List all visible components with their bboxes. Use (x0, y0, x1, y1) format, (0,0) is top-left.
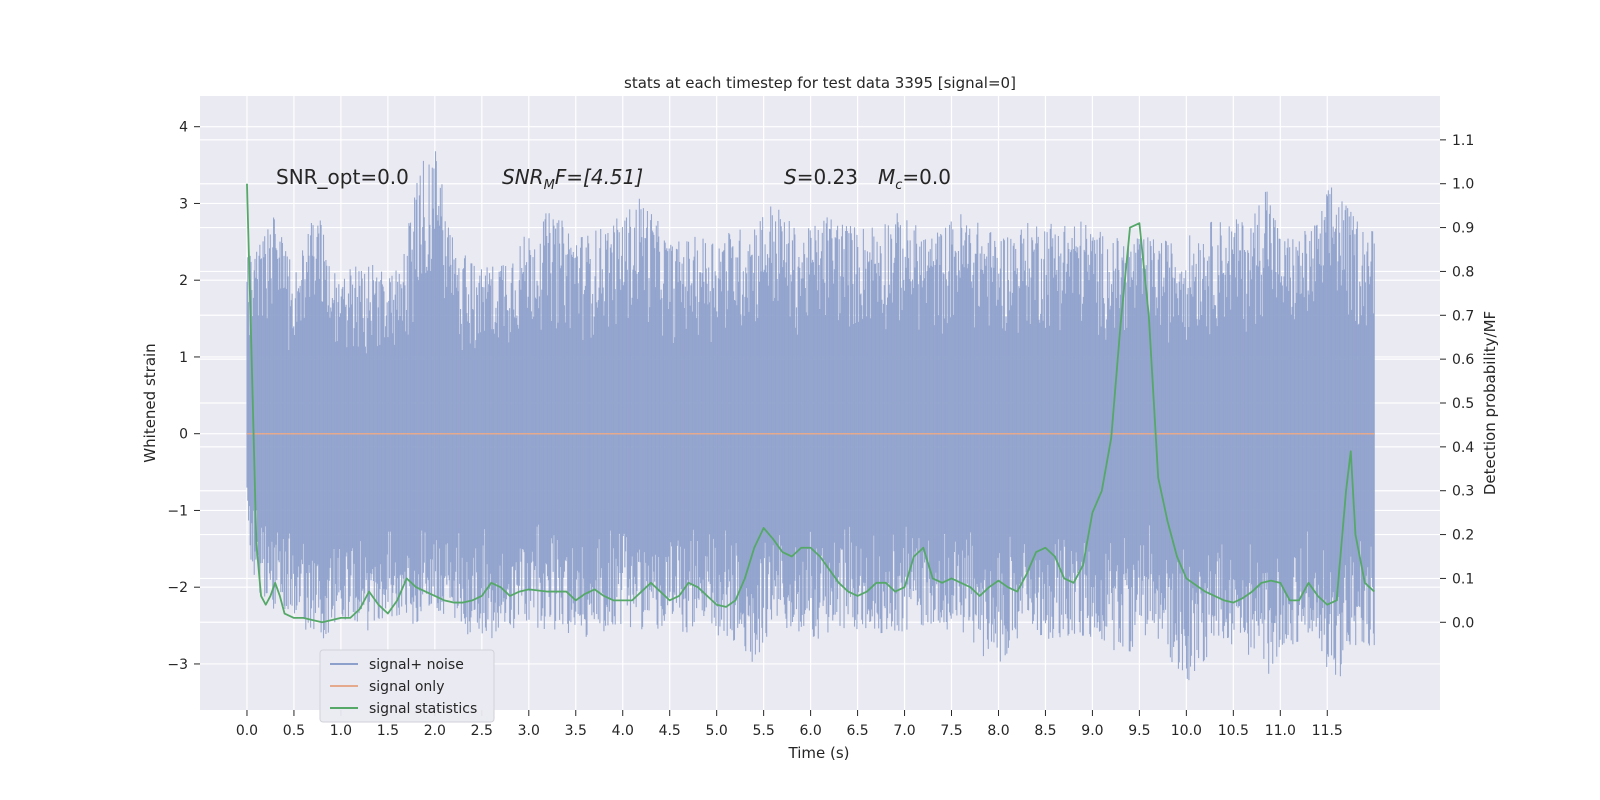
x-tick-label: 11.5 (1312, 723, 1343, 739)
snr-opt-annotation: SNR_opt=0.0 (276, 165, 409, 189)
x-tick-label: 3.0 (518, 723, 540, 739)
y2-tick-label: 0.4 (1452, 440, 1474, 456)
signal-statistics-line (246, 183, 1375, 624)
x-tick-label: 5.5 (753, 723, 775, 739)
y2-tick-label: 0.3 (1452, 484, 1474, 500)
s-value: =0.23 (797, 165, 858, 189)
y2-axis-ticks: 0.0 0.1 0.2 0.3 0.4 0.5 0.6 0.7 0.8 0.9 1.0 1.1 (1440, 133, 1474, 631)
y-tick-label: 2 (179, 273, 188, 289)
y-axis-label: Whitened strain (141, 343, 159, 462)
x-tick-label: 8.0 (987, 723, 1009, 739)
x-tick-label: 6.5 (846, 723, 868, 739)
x-tick-label: 0.0 (236, 723, 258, 739)
x-tick-label: 5.0 (706, 723, 728, 739)
x-tick-label: 9.5 (1128, 723, 1150, 739)
mc-value: =0.0 (902, 165, 951, 189)
y2-tick-label: 0.7 (1452, 308, 1474, 324)
y2-tick-label: 0.5 (1452, 396, 1474, 412)
legend-box (319, 649, 495, 723)
y2-tick-label: 0.8 (1452, 264, 1474, 280)
x-tick-label: 1.0 (330, 723, 352, 739)
y-tick-label: 1 (179, 350, 188, 366)
mc-subscript: c (895, 178, 902, 193)
x-tick-label: 3.5 (565, 723, 587, 739)
legend-label-signal-noise: signal+ noise (369, 657, 464, 673)
x-tick-label: 8.5 (1034, 723, 1056, 739)
snr-mf-base: SNR (502, 165, 544, 189)
x-tick-label: 6.0 (799, 723, 821, 739)
snr-mf-rest: F=[4.51] (555, 165, 643, 189)
y2-tick-label: 0.9 (1452, 221, 1474, 237)
y-axis-ticks: −3 −2 −1 0 1 2 3 4 (167, 120, 200, 673)
y-tick-label: −2 (167, 580, 188, 596)
x-tick-label: 10.5 (1218, 723, 1249, 739)
y2-tick-label: 0.2 (1452, 528, 1474, 544)
y-tick-label: 0 (179, 427, 188, 443)
x-axis-label: Time (s) (788, 744, 850, 762)
x-tick-label: 9.0 (1081, 723, 1103, 739)
y2-tick-label: 0.0 (1452, 615, 1474, 631)
x-tick-label: 0.5 (283, 723, 305, 739)
x-tick-label: 7.5 (940, 723, 962, 739)
line-series (246, 183, 1375, 624)
y-tick-label: −3 (167, 657, 188, 673)
x-tick-label: 7.0 (893, 723, 915, 739)
x-tick-label: 11.0 (1265, 723, 1296, 739)
y2-axis-label: Detection probability/MF (1481, 311, 1499, 495)
snr-mf-subscript: M (544, 178, 555, 193)
y2-tick-label: 1.0 (1452, 177, 1474, 193)
y2-tick-label: 1.1 (1452, 133, 1474, 149)
x-tick-label: 4.5 (659, 723, 681, 739)
chart-title: stats at each timestep for test data 339… (624, 74, 1016, 92)
s-symbol: S (784, 165, 797, 189)
y2-tick-label: 0.6 (1452, 352, 1474, 368)
x-tick-label: 4.0 (612, 723, 634, 739)
legend: signal+ noise signal only signal statist… (319, 649, 495, 723)
x-axis-ticks: 0.0 0.5 1.0 1.5 2.0 2.5 3.0 3.5 4.0 4.5 5.0 5.5 6.0 6… (236, 710, 1343, 739)
y-tick-label: −1 (167, 503, 188, 519)
legend-label-signal-only: signal only (369, 679, 444, 695)
x-tick-label: 1.5 (377, 723, 399, 739)
legend-label-signal-statistics: signal statistics (369, 701, 477, 717)
y-tick-label: 3 (179, 196, 188, 212)
signal-noise-series (246, 151, 1375, 681)
s-annotation: S=0.23 (784, 165, 858, 189)
snr-mf-annotation: SNRMF=[4.51] (502, 165, 643, 193)
y-tick-label: 4 (179, 120, 188, 136)
x-tick-label: 2.0 (424, 723, 446, 739)
mc-annotation: Mc=0.0 (878, 165, 951, 193)
mc-symbol: M (878, 165, 895, 189)
x-tick-label: 2.5 (471, 723, 493, 739)
x-tick-label: 10.0 (1171, 723, 1202, 739)
y2-tick-label: 0.1 (1452, 571, 1474, 587)
